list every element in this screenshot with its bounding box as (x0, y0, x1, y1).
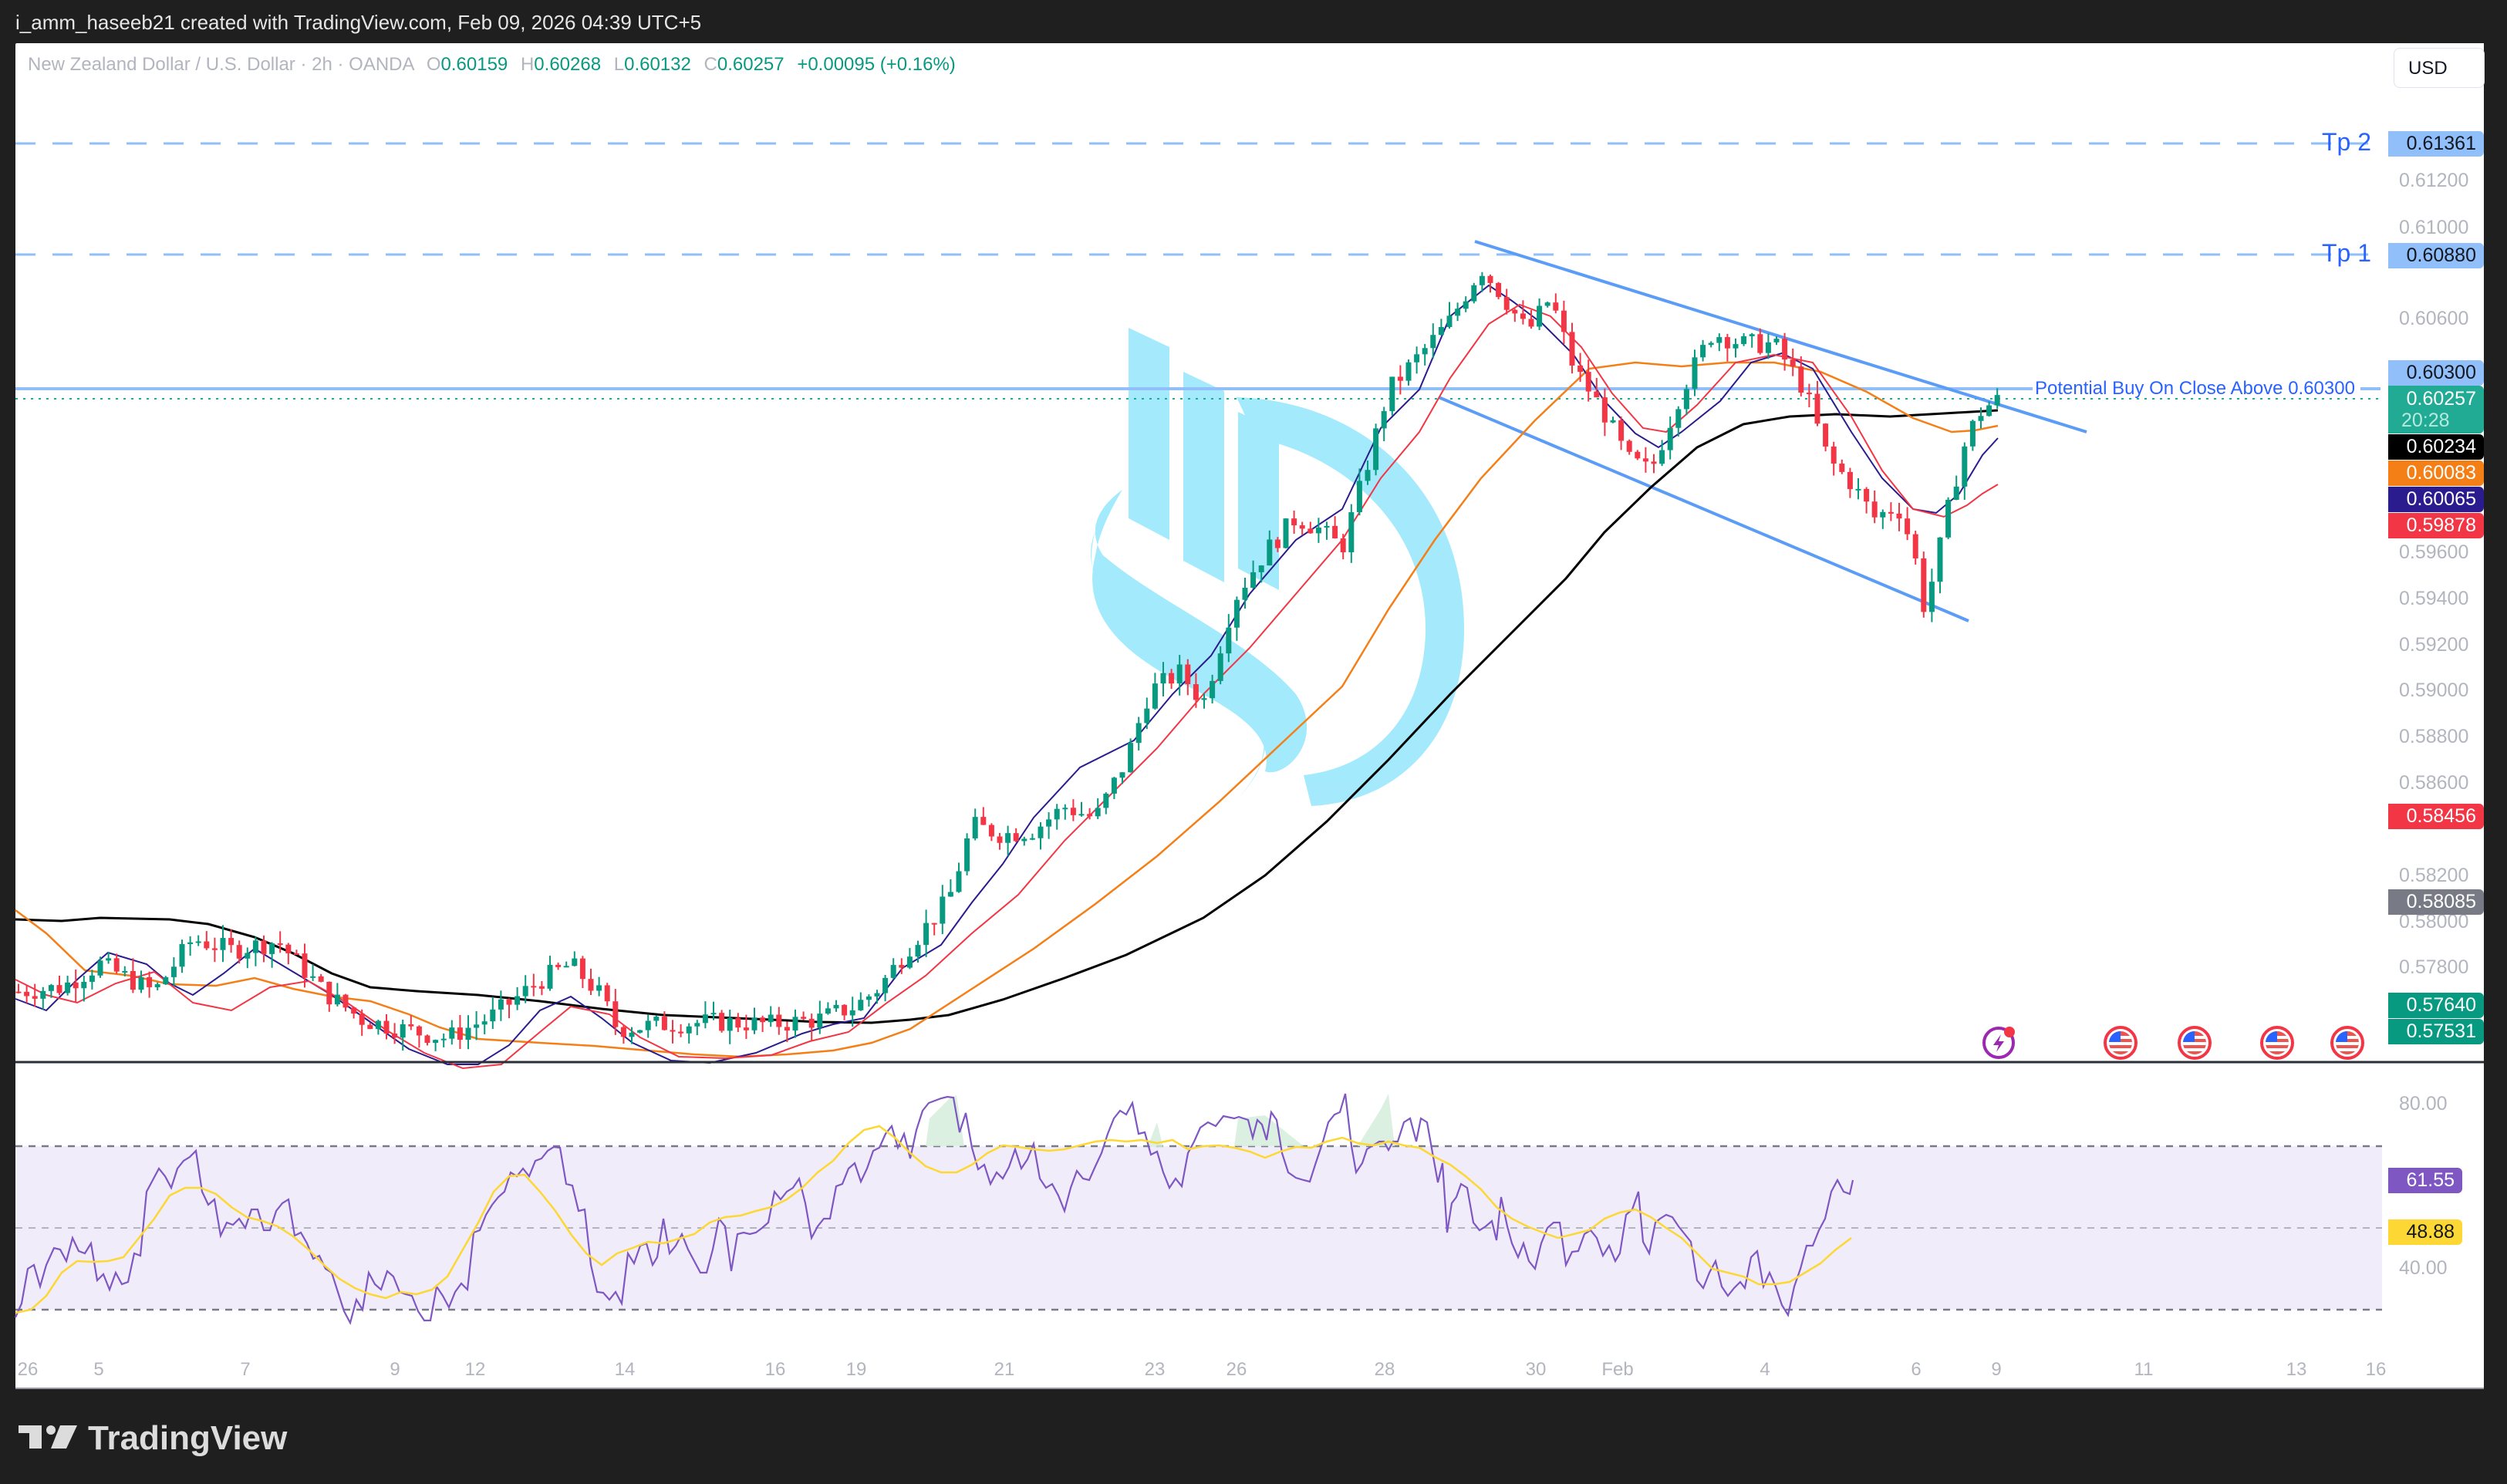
price-tick: 0.61000 (2399, 217, 2469, 238)
rsi-value-tag: 61.55 (2388, 1168, 2462, 1193)
price-tick: 0.58200 (2399, 865, 2469, 886)
tp2-label[interactable]: Tp 2 (2322, 128, 2372, 156)
ma-red-price-tag: 0.59878 (2388, 513, 2484, 538)
candlestick-series (15, 272, 2000, 1051)
level-green-price-tag: 0.57640 (2388, 993, 2484, 1018)
price-tick: 0.57800 (2399, 956, 2469, 978)
level-red-price-tag: 0.58456 (2388, 804, 2484, 829)
rsi-overbought-fill (926, 1094, 1395, 1148)
price-tick: 0.59600 (2399, 541, 2469, 563)
ma-navy-price-tag: 0.60065 (2388, 487, 2484, 512)
ma-orange-line (15, 361, 1999, 1058)
tradingview-logo[interactable]: TradingView (19, 1419, 287, 1458)
price-tick: 0.59000 (2399, 680, 2469, 701)
time-tick: 26 (1226, 1359, 1247, 1380)
time-tick: 23 (1144, 1359, 1166, 1380)
time-tick: 14 (614, 1359, 636, 1380)
time-tick: Feb (1601, 1359, 1634, 1380)
rsi-tick: 40.00 (2399, 1257, 2448, 1279)
us-flag-event-icon[interactable] (2178, 1026, 2212, 1060)
time-tick: 21 (994, 1359, 1015, 1380)
low-value: 0.60132 (624, 54, 691, 75)
change-value: +0.00095 (+0.16%) (797, 54, 956, 75)
symbol-name: New Zealand Dollar / U.S. Dollar · 2h · … (28, 54, 414, 75)
last-price-value: 0.60257 (2406, 388, 2476, 410)
price-tick: 0.58800 (2399, 726, 2469, 747)
high-value: 0.60268 (534, 54, 602, 75)
open-value: 0.60159 (440, 54, 508, 75)
price-tick: 0.61200 (2399, 170, 2469, 191)
price-tick: 0.60600 (2399, 308, 2469, 329)
rsi-ma-value-tag: 48.88 (2388, 1219, 2462, 1245)
time-tick: 9 (390, 1359, 400, 1380)
time-tick: 5 (93, 1359, 104, 1380)
buy-note-label[interactable]: Potential Buy On Close Above 0.60300 (2035, 378, 2355, 399)
earnings-flash-icon[interactable] (1982, 1027, 2015, 1059)
last-price-tag: 0.60257 20:28 (2388, 386, 2484, 433)
ma-orange-price-tag: 0.60083 (2388, 460, 2484, 486)
ma-black-price-tag: 0.60234 (2388, 434, 2484, 460)
channel-lower-trendline[interactable] (1438, 396, 1969, 622)
author-credit: i_amm_haseeb21 created with TradingView.… (15, 11, 702, 34)
brand-name: TradingView (88, 1419, 288, 1457)
tp1-price-tag: 0.60880 (2388, 243, 2484, 268)
time-tick: 28 (1374, 1359, 1395, 1380)
tradingview-logo-icon (19, 1425, 77, 1449)
time-tick: 30 (1525, 1359, 1547, 1380)
channel-upper-trendline[interactable] (1474, 240, 2087, 433)
watermark-logo-icon (1091, 328, 1465, 806)
close-value: 0.60257 (717, 54, 784, 75)
currency-button[interactable]: USD (2394, 48, 2485, 88)
bar-countdown: 20:28 (2401, 410, 2450, 431)
tp1-label[interactable]: Tp 1 (2322, 239, 2372, 267)
time-tick: 11 (2134, 1359, 2154, 1380)
level-green-price-tag: 0.57531 (2388, 1019, 2484, 1044)
ma-red-line (15, 303, 1999, 1070)
symbol-legend[interactable]: New Zealand Dollar / U.S. Dollar · 2h · … (28, 54, 956, 75)
time-tick: 12 (464, 1359, 486, 1380)
us-flag-event-icon[interactable] (2330, 1026, 2364, 1060)
buy-level-price-tag: 0.60300 (2388, 360, 2484, 386)
price-tick: 0.59400 (2399, 588, 2469, 609)
top-bar: i_amm_haseeb21 created with TradingView.… (0, 0, 2507, 45)
time-tick: 13 (2286, 1359, 2307, 1380)
tp2-price-tag: 0.61361 (2388, 131, 2484, 157)
price-tick: 0.58600 (2399, 772, 2469, 794)
us-flag-event-icon[interactable] (2104, 1026, 2138, 1060)
time-tick: 4 (1760, 1359, 1770, 1380)
level-gray-price-tag: 0.58085 (2388, 889, 2484, 915)
time-tick: 9 (1991, 1359, 2002, 1380)
us-flag-event-icon[interactable] (2260, 1026, 2294, 1060)
time-tick: 6 (1911, 1359, 1922, 1380)
price-tick: 0.59200 (2399, 634, 2469, 656)
rsi-tick: 80.00 (2399, 1093, 2448, 1115)
time-tick: 26 (17, 1359, 39, 1380)
time-tick: 16 (764, 1359, 786, 1380)
rsi-line (14, 1093, 1854, 1325)
rsi-ma-line (15, 1125, 1852, 1314)
time-tick: 19 (845, 1359, 867, 1380)
ma-black-line (15, 409, 1999, 1024)
time-tick: 16 (2365, 1359, 2387, 1380)
time-tick: 7 (240, 1359, 251, 1380)
